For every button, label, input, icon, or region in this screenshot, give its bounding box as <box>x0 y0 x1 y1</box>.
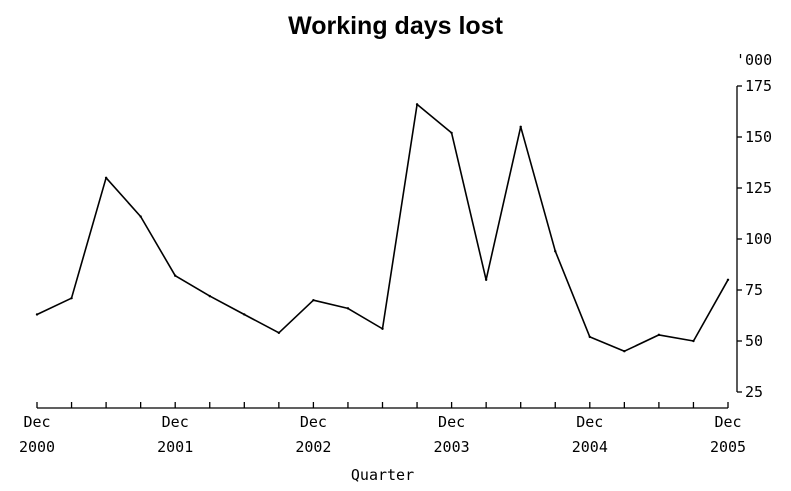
y-tick-label: 125 <box>745 179 772 197</box>
y-tick-label: 75 <box>745 281 763 299</box>
x-tick-label-year: 2004 <box>572 438 608 456</box>
y-tick-label: 50 <box>745 332 763 350</box>
x-axis: Dec 2000 Dec 2001 Dec 2002 Dec 2003 Dec 2004 Dec 20… <box>19 402 746 456</box>
data-point <box>692 339 695 343</box>
data-point <box>70 296 73 300</box>
series-line <box>36 103 729 353</box>
x-tick-label-year: 2003 <box>434 438 470 456</box>
x-tick-label-month: Dec <box>162 413 189 431</box>
data-point <box>243 313 246 316</box>
data-point <box>139 215 142 218</box>
x-tick-label-month: Dec <box>714 413 741 431</box>
y-tick-label: 175 <box>745 77 772 95</box>
data-point <box>726 278 730 281</box>
data-point <box>415 103 419 106</box>
x-tick-label-month: Dec <box>438 413 465 431</box>
x-tick-label-year: 2000 <box>19 438 55 456</box>
data-point <box>623 350 626 353</box>
x-tick-label-month: Dec <box>300 413 327 431</box>
data-point <box>588 335 591 339</box>
x-tick-label-month: Dec <box>576 413 603 431</box>
data-point <box>277 331 281 335</box>
chart-title: Working days lost <box>288 12 503 40</box>
data-point <box>554 250 557 253</box>
x-tick-label-year: 2002 <box>295 438 331 456</box>
x-axis-title: Quarter <box>351 466 414 484</box>
data-point <box>484 278 488 281</box>
data-point <box>346 307 350 310</box>
data-point <box>208 294 211 298</box>
data-point <box>657 333 661 337</box>
data-point <box>519 125 522 128</box>
data-point <box>312 299 315 302</box>
y-tick-label: 150 <box>745 128 772 146</box>
data-point <box>174 274 177 277</box>
y-tick-label: 25 <box>745 383 763 401</box>
x-tick-label-month: Dec <box>23 413 50 431</box>
x-tick-label-year: 2001 <box>157 438 193 456</box>
data-point <box>450 131 453 135</box>
data-point <box>35 313 39 316</box>
x-tick-label-year: 2005 <box>710 438 746 456</box>
y-tick-label: 100 <box>745 230 772 248</box>
y-axis-unit-label: '000 <box>736 51 772 69</box>
data-point <box>104 176 108 179</box>
y-axis: 25 50 75 100 125 150 175 <box>736 77 772 401</box>
series-group <box>35 103 730 353</box>
data-point <box>381 327 384 330</box>
